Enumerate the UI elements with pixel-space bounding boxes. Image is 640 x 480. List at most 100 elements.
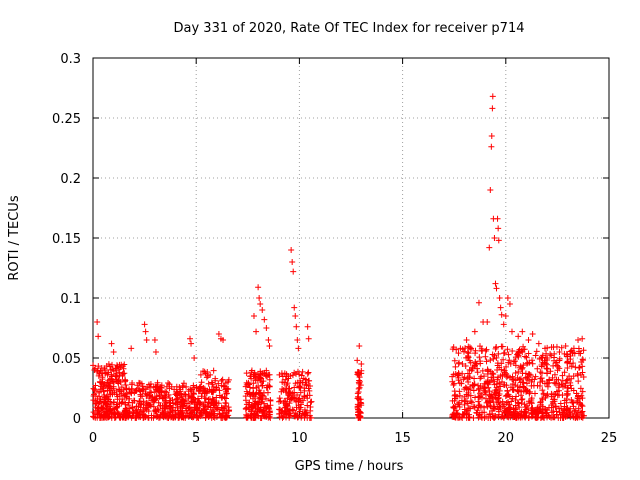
- data-point: [520, 362, 527, 369]
- data-point: [574, 394, 581, 401]
- data-point: [225, 408, 232, 415]
- data-point: [116, 369, 123, 376]
- data-point: [141, 321, 148, 328]
- data-point: [561, 382, 568, 389]
- data-point: [489, 105, 496, 112]
- data-point: [503, 374, 510, 381]
- data-point: [200, 368, 207, 375]
- data-point: [524, 375, 531, 382]
- data-point: [567, 348, 574, 355]
- data-point: [106, 383, 113, 390]
- data-point: [174, 389, 181, 396]
- data-point: [216, 410, 223, 417]
- data-point: [291, 384, 298, 391]
- data-point: [579, 335, 586, 342]
- data-point: [471, 375, 478, 382]
- data-point: [475, 299, 482, 306]
- data-point: [461, 398, 468, 405]
- data-point: [182, 391, 189, 398]
- data-point: [114, 396, 121, 403]
- data-point: [553, 411, 560, 418]
- data-point: [523, 354, 530, 361]
- y-axis-label: ROTI / TECUs: [7, 195, 22, 280]
- data-point: [148, 389, 155, 396]
- axis-ticks: 0 5 10 15 20 25 0 0.05 0.1 0.15 0.2 0.25 0.3: [52, 52, 617, 446]
- data-point: [147, 403, 154, 410]
- data-point: [194, 395, 201, 402]
- data-point: [255, 284, 262, 291]
- y-tick-label: 0.1: [60, 292, 81, 307]
- data-point: [481, 373, 488, 380]
- data-point: [264, 384, 271, 391]
- data-point: [249, 395, 256, 402]
- data-point: [544, 357, 551, 364]
- data-point: [467, 398, 474, 405]
- data-point: [541, 357, 548, 364]
- data-point: [246, 391, 253, 398]
- data-point: [580, 347, 587, 354]
- data-point: [247, 408, 254, 415]
- data-point: [129, 386, 136, 393]
- data-point: [92, 382, 99, 389]
- data-point: [356, 384, 363, 391]
- data-point: [95, 333, 102, 340]
- data-point: [550, 357, 557, 364]
- data-point: [532, 352, 539, 359]
- data-point: [305, 385, 312, 392]
- data-point: [140, 385, 147, 392]
- data-point: [212, 375, 219, 382]
- data-point: [136, 379, 143, 386]
- data-point: [166, 413, 173, 420]
- data-point: [176, 414, 183, 421]
- data-point: [285, 392, 292, 399]
- data-point: [451, 357, 458, 364]
- x-tick-label: 0: [89, 431, 97, 446]
- data-point: [298, 401, 305, 408]
- data-point: [474, 369, 481, 376]
- data-point: [257, 301, 264, 307]
- data-point: [247, 384, 254, 391]
- data-point: [163, 412, 170, 419]
- data-point: [482, 353, 489, 360]
- data-point: [123, 393, 130, 400]
- data-point: [452, 363, 459, 370]
- data-point: [525, 350, 532, 357]
- data-point: [514, 383, 521, 390]
- data-point: [512, 362, 519, 369]
- data-point: [491, 352, 498, 359]
- data-point: [485, 384, 492, 391]
- data-point: [112, 372, 119, 379]
- data-point: [537, 399, 544, 406]
- data-point: [501, 405, 508, 412]
- data-point: [301, 393, 308, 400]
- data-point: [161, 394, 168, 401]
- data-point: [95, 372, 102, 379]
- data-point: [110, 385, 117, 392]
- data-point: [449, 373, 456, 380]
- data-point: [509, 380, 516, 387]
- data-point: [206, 410, 213, 417]
- data-point: [460, 348, 467, 355]
- data-point: [276, 410, 283, 417]
- data-point: [522, 353, 529, 360]
- data-point: [506, 301, 513, 307]
- data-point: [116, 399, 123, 406]
- data-point: [263, 325, 270, 331]
- data-point: [525, 337, 532, 343]
- data-point: [242, 383, 249, 390]
- data-point: [533, 348, 540, 355]
- data-point: [456, 404, 463, 411]
- data-point: [153, 392, 160, 399]
- data-point: [556, 349, 563, 355]
- data-point: [519, 328, 526, 335]
- data-point: [108, 414, 115, 421]
- data-point: [355, 403, 362, 410]
- data-point: [198, 393, 205, 400]
- data-point: [187, 335, 194, 342]
- data-point: [291, 413, 298, 420]
- data-point: [534, 365, 541, 372]
- data-point: [104, 379, 111, 386]
- data-point: [276, 395, 283, 402]
- data-point: [454, 372, 461, 379]
- data-point: [482, 391, 489, 398]
